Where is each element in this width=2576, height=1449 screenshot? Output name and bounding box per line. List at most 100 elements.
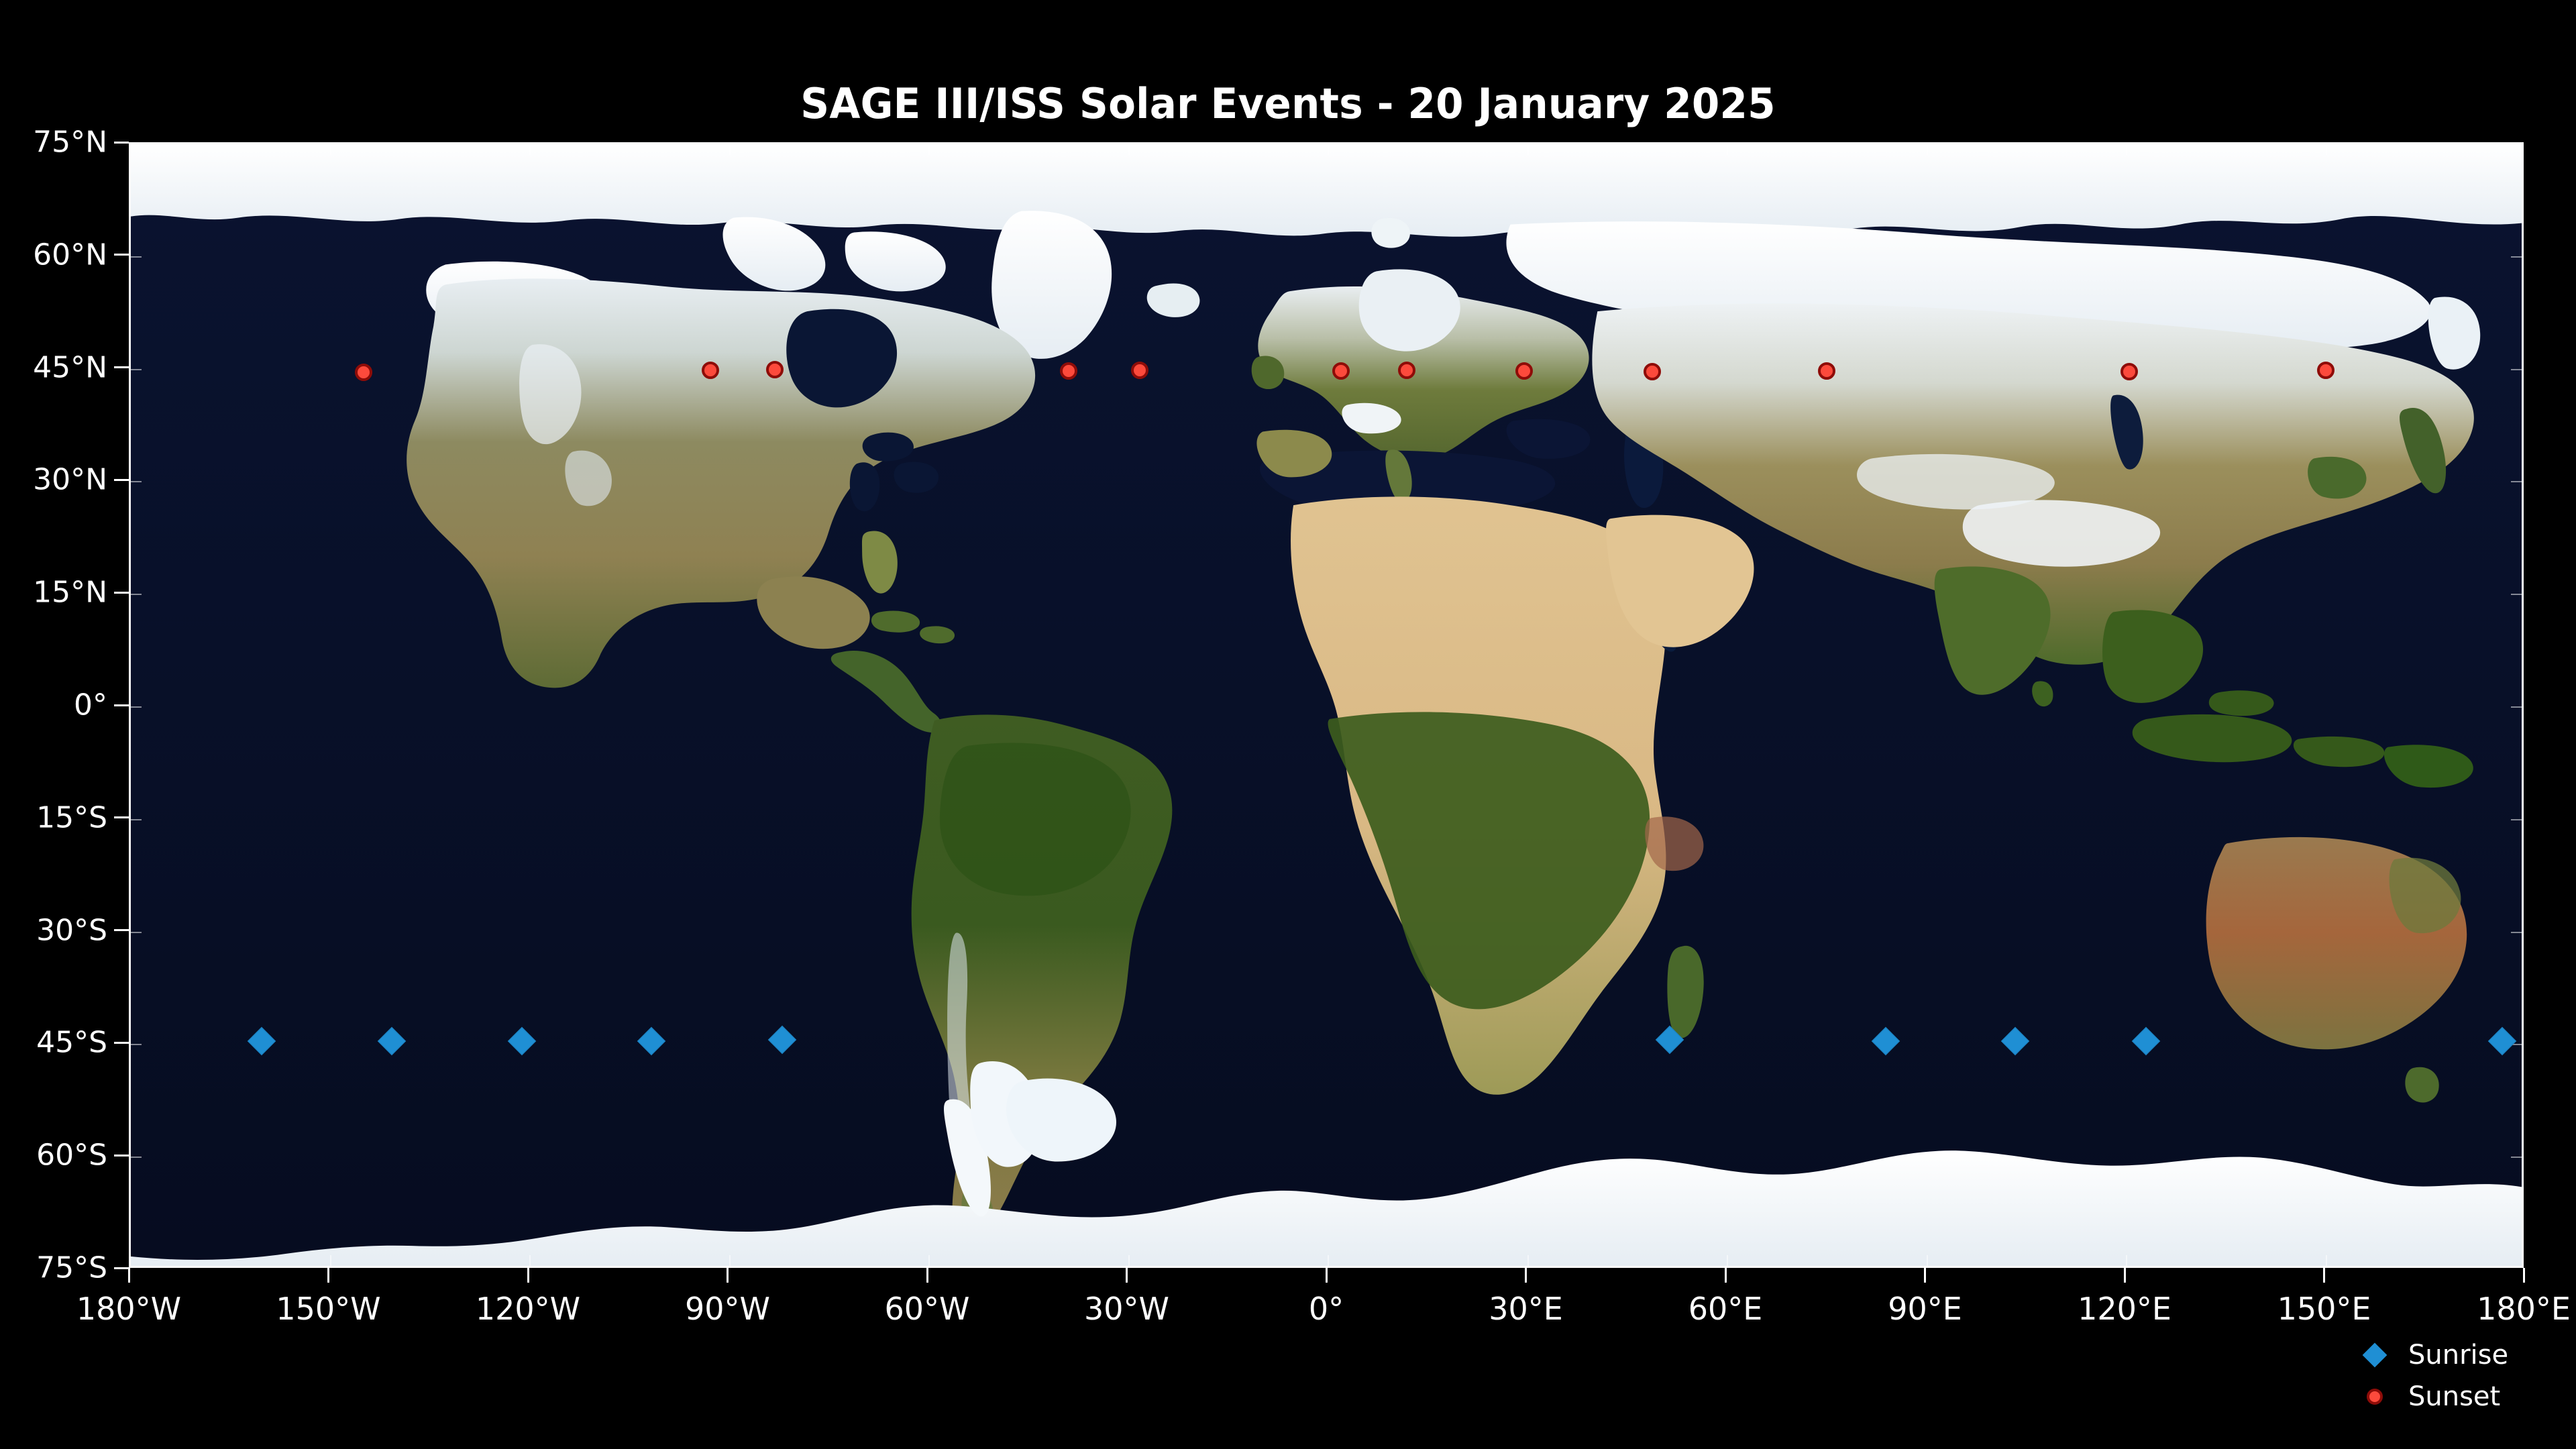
x-tick — [926, 1268, 928, 1283]
x-tick-inner — [928, 144, 930, 155]
y-tick-label: 15°N — [33, 575, 107, 610]
y-tick-inner — [2511, 706, 2522, 708]
sunset-event-marker[interactable] — [1817, 362, 1835, 380]
x-tick-inner — [729, 1255, 731, 1266]
y-tick — [114, 478, 129, 481]
y-tick-inner — [131, 1157, 142, 1159]
y-tick — [114, 704, 129, 706]
x-tick-inner — [1727, 144, 1728, 155]
y-tick-inner — [2511, 818, 2522, 820]
page-title: SAGE III/ISS Solar Events - 20 January 2… — [800, 79, 1776, 128]
x-tick-inner — [2126, 144, 2127, 155]
y-tick-label: 60°N — [33, 237, 107, 272]
y-tick-inner — [2511, 1044, 2522, 1046]
y-tick-label: 30°N — [33, 462, 107, 497]
sunset-marker-icon — [2367, 1389, 2383, 1405]
y-tick — [114, 1041, 129, 1044]
x-tick-label: 0° — [1308, 1291, 1344, 1327]
y-tick — [114, 1267, 129, 1269]
x-tick — [1325, 1268, 1328, 1283]
y-tick-inner — [131, 368, 142, 370]
sunset-event-marker[interactable] — [765, 360, 784, 378]
x-tick-label: 60°E — [1688, 1291, 1763, 1327]
x-tick — [2522, 1268, 2525, 1283]
x-tick — [127, 1268, 130, 1283]
y-tick-inner — [131, 1044, 142, 1046]
x-tick-inner — [1328, 144, 1329, 155]
y-tick-inner — [2511, 481, 2522, 483]
legend: Sunrise Sunset — [2348, 1338, 2569, 1429]
x-tick-label: 120°W — [475, 1291, 581, 1327]
y-tick-label: 45°N — [33, 350, 107, 385]
sunset-event-marker[interactable] — [1131, 362, 1149, 380]
x-tick-label: 60°W — [884, 1291, 970, 1327]
legend-sunrise-label: Sunrise — [2408, 1340, 2509, 1371]
x-tick-label: 180°W — [76, 1291, 182, 1327]
y-tick-label: 15°S — [36, 800, 107, 835]
x-tick-label: 30°E — [1489, 1291, 1563, 1327]
x-tick — [2123, 1268, 2126, 1283]
x-tick — [1924, 1268, 1926, 1283]
x-tick-label: 90°E — [1888, 1291, 1962, 1327]
y-tick-label: 75°N — [33, 125, 107, 160]
x-tick-inner — [1527, 144, 1529, 155]
legend-sunrise: Sunrise — [2348, 1338, 2569, 1372]
sunset-event-marker[interactable] — [1643, 363, 1661, 381]
x-tick — [527, 1268, 529, 1283]
y-tick — [114, 1154, 129, 1157]
y-tick-inner — [131, 706, 142, 708]
x-tick-inner — [1926, 1255, 1928, 1266]
y-tick-inner — [131, 818, 142, 820]
basemap-image — [131, 144, 2522, 1266]
x-tick-label: 30°W — [1083, 1291, 1170, 1327]
sunset-event-marker[interactable] — [701, 362, 719, 380]
x-tick-inner — [2325, 144, 2327, 155]
y-tick — [114, 929, 129, 932]
x-tick — [1525, 1268, 1527, 1283]
sunset-event-marker[interactable] — [2120, 363, 2138, 381]
y-tick-label: 60°S — [36, 1138, 107, 1173]
legend-sunset: Sunset — [2348, 1380, 2569, 1413]
basemap-svg — [131, 144, 2522, 1266]
y-tick — [114, 366, 129, 369]
y-tick-inner — [131, 594, 142, 596]
y-tick-inner — [2511, 1157, 2522, 1159]
x-tick-inner — [2325, 1255, 2327, 1266]
y-tick-label: 0° — [74, 688, 107, 722]
y-tick — [114, 141, 129, 144]
x-tick-inner — [1328, 1255, 1329, 1266]
x-tick-inner — [329, 144, 331, 155]
x-tick — [1724, 1268, 1727, 1283]
x-tick — [327, 1268, 329, 1283]
x-tick — [1126, 1268, 1128, 1283]
x-tick-inner — [1128, 144, 1130, 155]
y-tick — [114, 254, 129, 256]
map-plot-area[interactable] — [129, 142, 2524, 1268]
x-tick — [727, 1268, 729, 1283]
y-tick-inner — [2511, 594, 2522, 596]
x-tick-inner — [529, 1255, 531, 1266]
y-tick-inner — [131, 931, 142, 933]
x-tick-label: 150°E — [2277, 1291, 2371, 1327]
sunset-event-marker[interactable] — [2317, 362, 2335, 380]
x-tick-label: 150°W — [276, 1291, 381, 1327]
sunset-event-marker[interactable] — [1060, 362, 1078, 380]
x-tick-inner — [329, 1255, 331, 1266]
legend-sunset-label: Sunset — [2408, 1381, 2501, 1412]
sunset-event-marker[interactable] — [1515, 362, 1533, 380]
y-tick-inner — [2511, 368, 2522, 370]
sunrise-marker-icon — [2362, 1342, 2387, 1368]
sunset-event-marker[interactable] — [1332, 362, 1350, 380]
y-tick-label: 45°S — [36, 1025, 107, 1060]
y-tick-label: 75°S — [36, 1250, 107, 1285]
y-tick-inner — [131, 481, 142, 483]
y-tick-label: 30°S — [36, 913, 107, 948]
y-tick — [114, 591, 129, 594]
x-tick — [2323, 1268, 2325, 1283]
x-tick-inner — [1926, 144, 1928, 155]
x-tick-label: 180°E — [2477, 1291, 2571, 1327]
sunset-event-marker[interactable] — [1397, 362, 1415, 380]
sunset-event-marker[interactable] — [355, 364, 373, 382]
x-tick-inner — [729, 144, 731, 155]
x-tick-inner — [928, 1255, 930, 1266]
